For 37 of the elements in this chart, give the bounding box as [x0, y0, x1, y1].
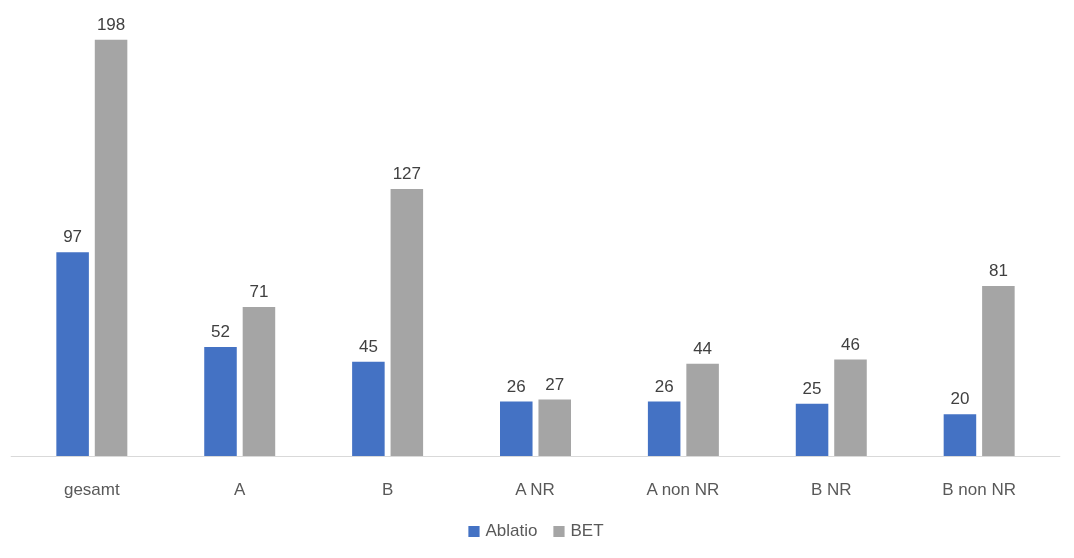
bar — [204, 346, 237, 457]
data-label: 27 — [545, 374, 565, 394]
x-tick-label: B NR — [810, 480, 852, 500]
data-label: 97 — [63, 227, 83, 247]
data-label: 46 — [841, 334, 860, 354]
data-label: 26 — [506, 376, 526, 396]
data-label: 52 — [211, 321, 230, 341]
data-label: 71 — [249, 281, 269, 301]
data-label: 26 — [654, 376, 674, 396]
bar — [943, 414, 977, 457]
bar — [795, 403, 829, 457]
x-tick-label: B — [381, 480, 394, 500]
data-label: 127 — [392, 164, 422, 184]
bar — [982, 285, 1015, 457]
data-label: 25 — [802, 378, 822, 398]
bar — [686, 363, 719, 457]
x-tick-label: B non NR — [942, 480, 1017, 500]
bar — [56, 252, 89, 457]
legend-label: BET — [570, 521, 604, 541]
bar — [834, 359, 867, 457]
data-label: 20 — [950, 389, 970, 409]
bar — [647, 401, 681, 457]
bar — [390, 189, 424, 457]
x-tick-label: A — [234, 480, 247, 500]
x-tick-label: A NR — [515, 480, 555, 500]
data-label: 81 — [988, 260, 1008, 280]
bar — [94, 39, 128, 457]
legend-label: Ablatio — [485, 521, 538, 541]
x-tick-label: A non NR — [646, 480, 720, 500]
data-label: 45 — [358, 336, 378, 356]
bar — [500, 401, 533, 457]
bar — [242, 306, 276, 457]
bar — [352, 361, 385, 457]
data-label: 44 — [693, 338, 713, 358]
x-tick-label: gesamt — [63, 480, 120, 500]
bar — [538, 399, 571, 457]
data-label: 198 — [96, 14, 126, 34]
